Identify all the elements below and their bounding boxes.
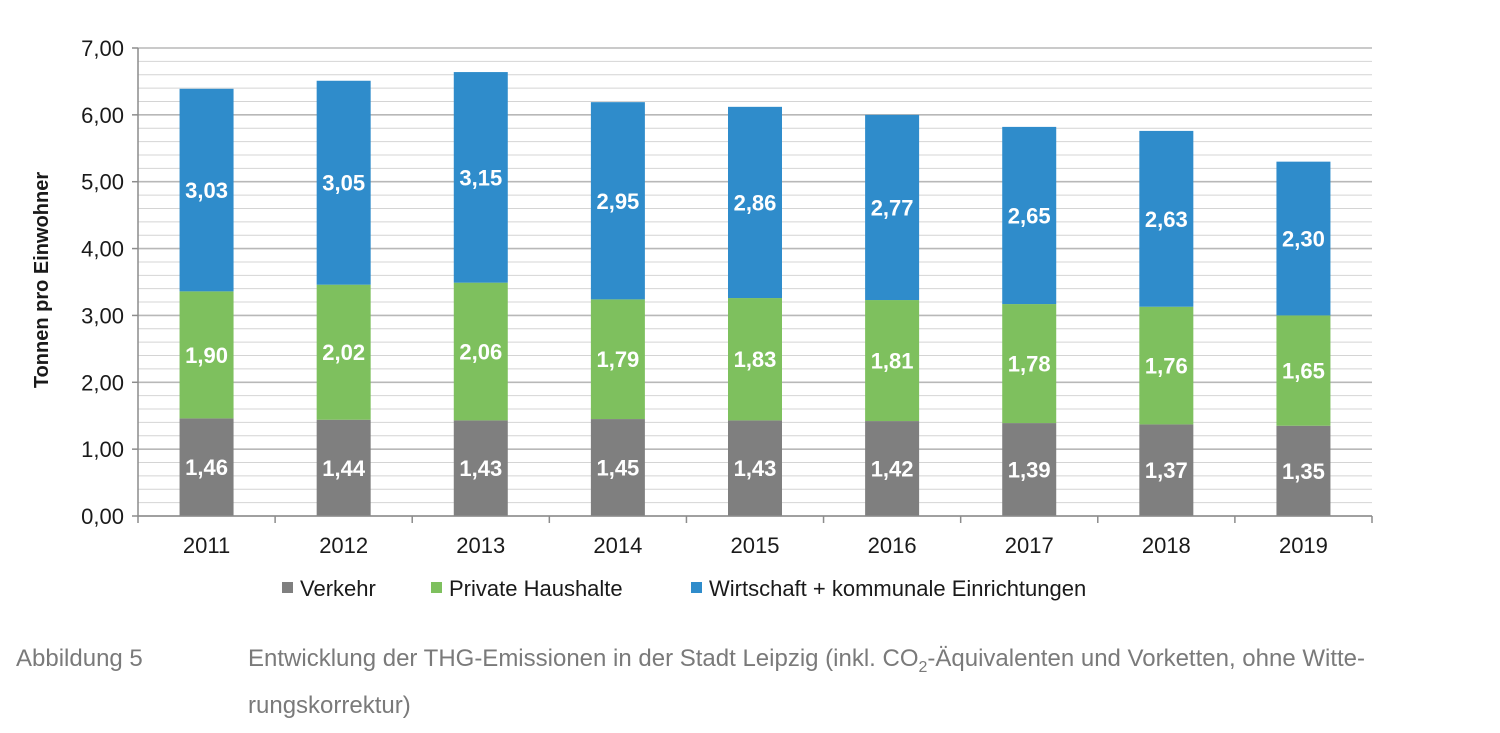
bar-segment: [316, 419, 371, 516]
data-label: 1,76: [1145, 354, 1188, 379]
x-tick-label: 2018: [1142, 533, 1191, 558]
x-tick-label: 2014: [593, 533, 642, 558]
data-label: 2,77: [871, 195, 914, 220]
data-label: 1,39: [1008, 458, 1051, 483]
data-label: 2,02: [322, 340, 365, 365]
data-label: 2,86: [734, 190, 777, 215]
y-tick-label: 7,00: [81, 36, 124, 61]
bar-segment: [590, 419, 645, 516]
bar-segment: [1002, 304, 1057, 424]
x-tick-label: 2017: [1005, 533, 1054, 558]
bar-segment: [1002, 126, 1057, 305]
bar-segment: [1139, 306, 1194, 425]
bar-segment: [316, 80, 371, 285]
legend-label: Private Haushalte: [449, 576, 623, 601]
bar-segment: [1276, 425, 1331, 516]
data-label: 2,95: [596, 189, 639, 214]
data-label: 1,78: [1008, 352, 1051, 377]
legend: Verkehr Private Haushalte Wirtschaft + kom…: [282, 576, 1086, 601]
y-tick-label: 5,00: [81, 170, 124, 195]
bar-segment: [728, 298, 782, 421]
data-label: 1,83: [734, 347, 777, 372]
bar-segment: [865, 300, 920, 422]
data-label: 2,06: [459, 340, 502, 365]
bar-segment: [1139, 130, 1194, 307]
data-label: 1,35: [1282, 459, 1325, 484]
caption-number: Abbildung 5: [16, 645, 143, 672]
bar-segment: [453, 72, 508, 283]
x-tick-label: 2019: [1279, 533, 1328, 558]
data-label: 1,90: [185, 343, 228, 368]
bar-segment: [179, 88, 234, 292]
bar-segment: [1276, 315, 1331, 426]
y-tick-label: 2,00: [81, 370, 124, 395]
bar-segment: [453, 420, 508, 516]
bar-segment: [590, 102, 645, 300]
y-axis-label: Tonnen pro Einwohner: [31, 172, 53, 388]
y-tick-label: 3,00: [81, 303, 124, 328]
bar-segment: [590, 299, 645, 420]
bar-segment: [865, 114, 920, 301]
y-tick-label: 1,00: [81, 437, 124, 462]
data-label: 1,37: [1145, 458, 1188, 483]
data-label: 3,05: [322, 171, 365, 196]
stacked-bar-chart: 1,46 1,90 3,03 1,44 2,02 3,05 1,43 2,06 3,15 1,45…: [31, 36, 1373, 601]
y-tick-label: 0,00: [81, 504, 124, 529]
bar-segment: [1002, 423, 1057, 516]
data-label: 1,46: [185, 455, 228, 480]
data-label: 2,65: [1008, 203, 1051, 228]
axes: 0,00 1,00 2,00 3,00 4,00 5,00 6,00 7,00 2011 2012…: [81, 36, 1373, 558]
caption-subscript: 2: [918, 658, 928, 676]
data-label: 1,81: [871, 349, 914, 374]
data-label: 3,15: [459, 165, 502, 190]
x-tick-label: 2012: [319, 533, 368, 558]
data-label: 1,42: [871, 457, 914, 482]
data-label: 1,44: [322, 456, 366, 481]
data-label: 3,03: [185, 178, 228, 203]
data-label: 1,45: [596, 456, 639, 481]
data-label: 1,43: [459, 456, 502, 481]
bars: 1,46 1,90 3,03 1,44 2,02 3,05 1,43 2,06 3,15 1,45…: [179, 72, 1331, 516]
bar-segment: [1276, 161, 1331, 316]
legend-swatch: [431, 582, 442, 593]
data-label: 1,43: [734, 456, 777, 481]
legend-label: Wirtschaft + kommunale Einrichtungen: [709, 576, 1086, 601]
legend-swatch: [691, 582, 702, 593]
bar-segment: [179, 418, 234, 516]
y-tick-label: 6,00: [81, 103, 124, 128]
x-tick-label: 2015: [731, 533, 780, 558]
bar-segment: [865, 421, 920, 516]
x-tick-label: 2016: [868, 533, 917, 558]
caption-text-part1: Entwicklung der THG-Emissionen in der St…: [248, 645, 919, 672]
bar-segment: [179, 291, 234, 419]
legend-label: Verkehr: [300, 576, 376, 601]
bar-segment: [728, 420, 782, 516]
legend-swatch: [282, 582, 293, 593]
data-label: 1,65: [1282, 359, 1325, 384]
bar-segment: [453, 282, 508, 421]
data-label: 2,30: [1282, 227, 1325, 252]
bar-segment: [1139, 424, 1194, 516]
data-label: 1,79: [596, 347, 639, 372]
x-tick-label: 2013: [456, 533, 505, 558]
caption-text: Entwicklung der THG-Emissionen in der St…: [248, 640, 1488, 725]
bar-segment: [316, 284, 371, 420]
data-label: 2,63: [1145, 207, 1188, 232]
y-tick-label: 4,00: [81, 237, 124, 262]
x-tick-label: 2011: [183, 533, 230, 558]
caption-text-part2: -Äquivalenten und Vorketten, ohne Witte-…: [248, 645, 1366, 719]
bar-segment: [728, 106, 782, 299]
